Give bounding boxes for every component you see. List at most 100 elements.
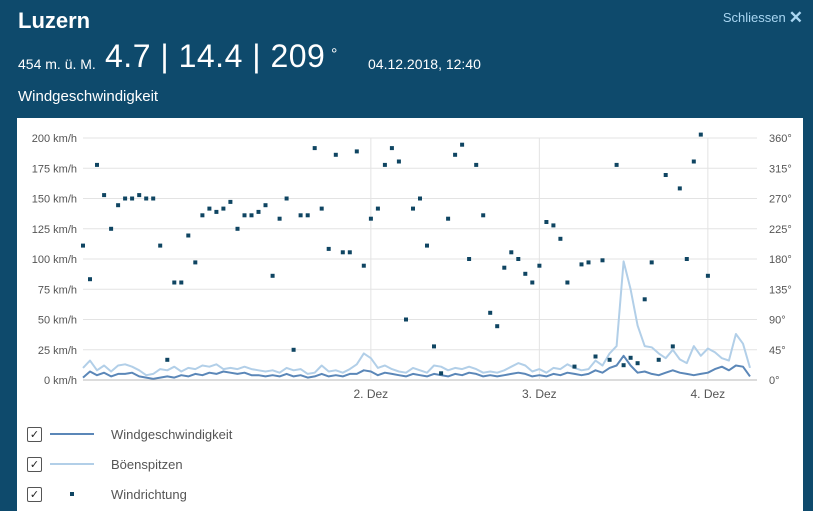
legend-swatch-direction xyxy=(50,487,94,501)
direction-point xyxy=(572,364,577,369)
direction-point xyxy=(256,209,261,214)
y-tick-label: 100 km/h xyxy=(32,254,77,266)
direction-point xyxy=(404,317,408,322)
direction-point xyxy=(396,159,401,164)
direction-point xyxy=(249,213,254,218)
direction-point xyxy=(242,213,247,218)
direction-point xyxy=(607,357,612,362)
direction-point xyxy=(453,152,458,157)
direction-point xyxy=(221,206,226,211)
current-readings: 4.7 | 14.4 | 209 xyxy=(105,38,326,74)
chart-title: Windgeschwindigkeit xyxy=(18,88,159,105)
direction-point xyxy=(509,250,514,255)
direction-point xyxy=(95,162,99,167)
direction-point xyxy=(347,250,352,255)
direction-point xyxy=(684,257,689,261)
direction-point xyxy=(172,280,177,285)
gust-line xyxy=(82,260,751,377)
direction-point xyxy=(382,162,387,167)
y2-tick-label: 45° xyxy=(769,345,786,357)
y2-tick-label: 180° xyxy=(769,254,792,266)
y2-tick-label: 135° xyxy=(769,284,792,296)
legend-checkbox-gust[interactable]: ✓ xyxy=(27,456,42,472)
legend-swatch-gust xyxy=(50,457,94,471)
direction-point xyxy=(368,216,373,221)
direction-point xyxy=(361,263,366,268)
direction-point xyxy=(88,277,92,282)
chart-panel: 0 km/h 25 km/h 50 km/h 75 km/h 100 km/h 125 k… xyxy=(17,118,803,511)
y-tick-label: 50 km/h xyxy=(38,315,77,327)
direction-point xyxy=(263,203,268,208)
direction-point xyxy=(425,243,429,248)
direction-point xyxy=(502,265,507,270)
direction-point xyxy=(277,216,282,221)
y2-tick-label: 360° xyxy=(769,133,792,145)
direction-point xyxy=(200,213,205,218)
legend-item-direction[interactable]: ✓ Windrichtung xyxy=(27,486,187,502)
close-icon: ✕ xyxy=(788,8,803,27)
altitude: 454 m. ü. M. xyxy=(18,56,96,72)
direction-point xyxy=(102,193,107,198)
direction-point xyxy=(698,132,703,137)
direction-point xyxy=(432,344,436,349)
close-button[interactable]: Schliessen ✕ xyxy=(722,8,803,27)
direction-point xyxy=(642,297,647,302)
y-tick-label: 125 km/h xyxy=(32,224,77,236)
direction-point xyxy=(495,324,500,329)
direction-point xyxy=(565,280,570,285)
direction-point xyxy=(137,193,142,198)
direction-point xyxy=(333,152,338,157)
direction-point xyxy=(179,280,184,285)
y-tick-label: 175 km/h xyxy=(32,163,77,175)
direction-point xyxy=(614,162,619,167)
direction-point xyxy=(144,196,149,201)
direction-point xyxy=(677,186,682,191)
legend-checkbox-direction[interactable]: ✓ xyxy=(27,486,42,502)
legend-checkbox-speed[interactable]: ✓ xyxy=(27,426,42,442)
direction-point xyxy=(593,354,598,359)
direction-point xyxy=(446,216,451,221)
legend-label-speed: Windgeschwindigkeit xyxy=(111,426,233,442)
direction-point xyxy=(418,196,422,201)
direction-point xyxy=(340,250,345,255)
direction-point xyxy=(319,206,324,211)
direction-point xyxy=(516,257,521,261)
direction-point xyxy=(467,257,472,261)
direction-point xyxy=(165,357,170,362)
direction-point xyxy=(656,357,661,362)
close-label: Schliessen xyxy=(722,10,786,25)
x-tick-label: 3. Dez xyxy=(522,387,557,401)
direction-point xyxy=(411,206,415,211)
direction-point xyxy=(705,273,710,278)
x-tick-label: 2. Dez xyxy=(354,387,389,401)
timestamp: 04.12.2018, 12:40 xyxy=(368,56,481,72)
direction-point xyxy=(537,263,542,268)
direction-point xyxy=(130,196,135,201)
legend-item-speed[interactable]: ✓ Windgeschwindigkeit xyxy=(27,426,232,442)
direction-point xyxy=(670,344,675,349)
direction-point xyxy=(305,213,310,218)
direction-point xyxy=(523,271,528,276)
direction-point xyxy=(81,243,85,248)
direction-point xyxy=(544,220,549,224)
legend-item-gust[interactable]: ✓ Böenspitzen xyxy=(27,456,183,472)
wind-chart: 0 km/h 25 km/h 50 km/h 75 km/h 100 km/h 125 k… xyxy=(32,132,792,401)
direction-point xyxy=(389,146,394,151)
direction-point xyxy=(116,203,121,208)
direction-point xyxy=(530,280,535,285)
direction-point xyxy=(579,262,584,267)
direction-point xyxy=(649,260,654,265)
direction-point xyxy=(151,196,156,201)
direction-point xyxy=(354,149,359,154)
direction-point xyxy=(298,213,303,218)
y2-tick-label: 0° xyxy=(769,375,780,387)
direction-point xyxy=(291,347,296,352)
y2-tick-label: 225° xyxy=(769,224,792,236)
direction-point xyxy=(474,162,479,167)
direction-point xyxy=(214,209,219,214)
y-tick-label: 200 km/h xyxy=(32,133,77,145)
direction-point xyxy=(158,243,163,248)
degree-symbol: ° xyxy=(331,46,338,63)
direction-point xyxy=(284,196,289,201)
direction-point xyxy=(375,206,380,211)
